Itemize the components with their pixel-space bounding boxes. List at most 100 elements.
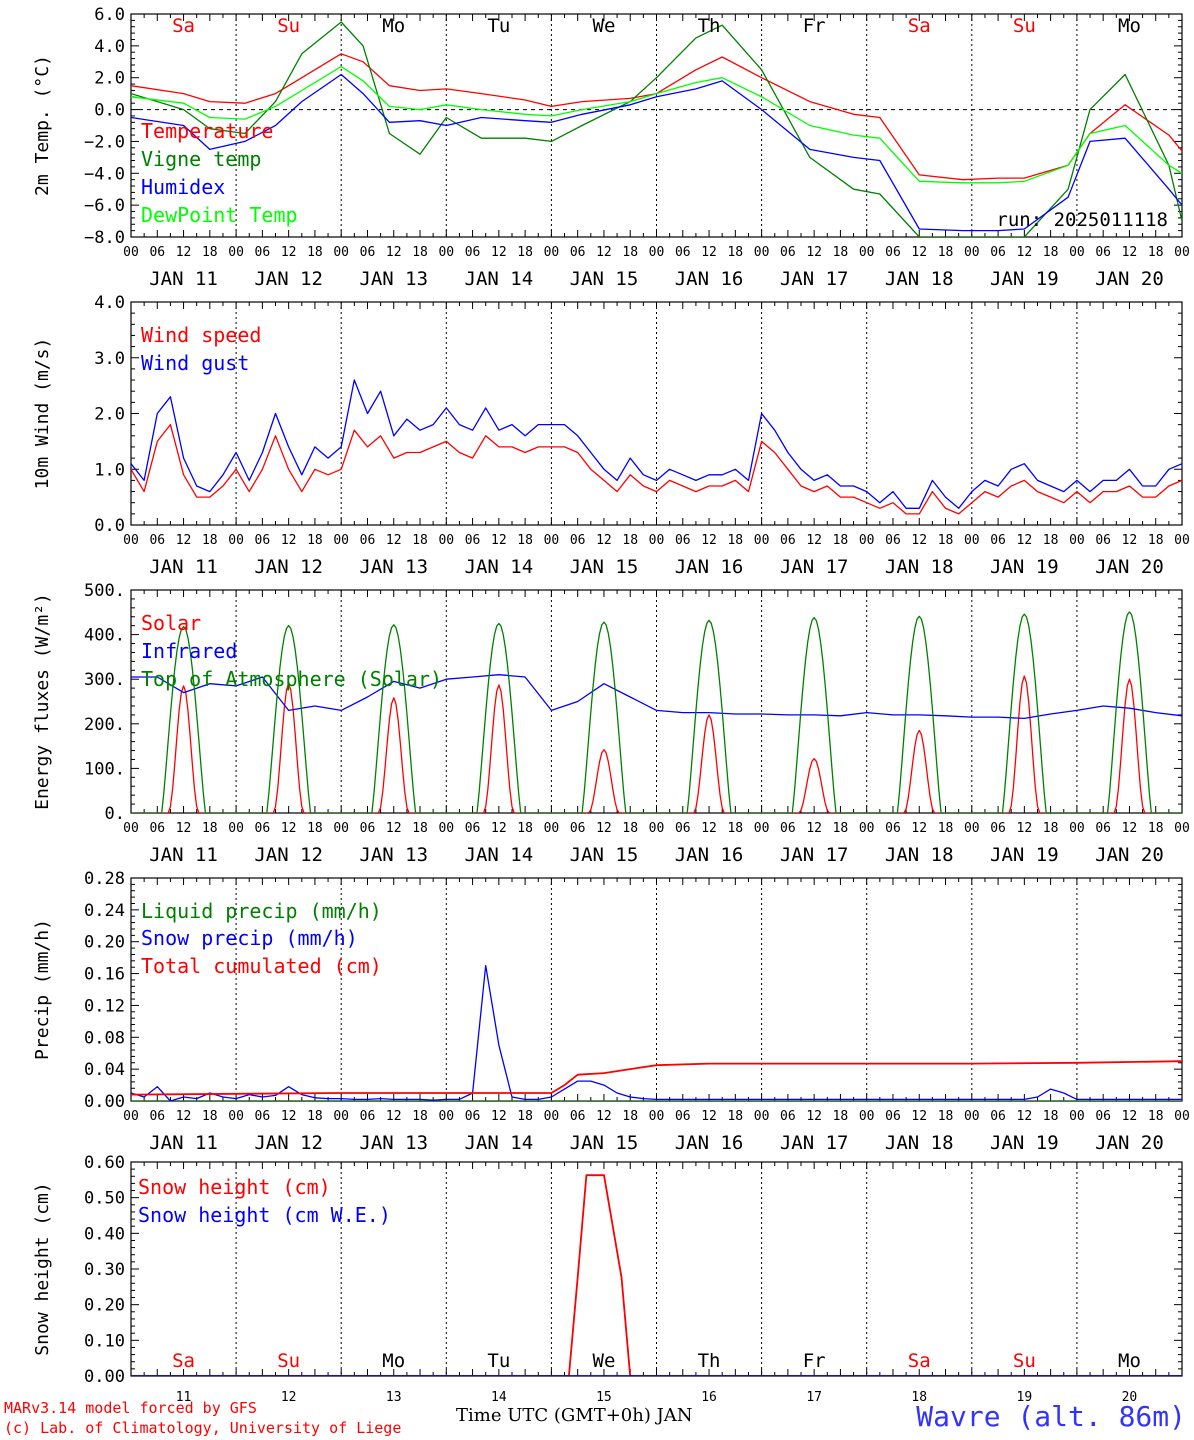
hour-tick-label: 06 [149,245,165,260]
y-axis-label: 10m Wind (m/s) [32,338,53,490]
date-label: JAN 14 [465,556,534,578]
panel-snow [130,1161,1183,1377]
hour-tick-label: 00 [649,245,665,260]
date-label: JAN 15 [570,268,639,290]
hour-tick-label: 12 [1122,533,1138,548]
hour-tick-label: 00 [228,821,244,836]
series-group [131,611,1182,813]
series-line-wind-gust [131,379,1182,509]
y-tick-label: 0.0 [94,516,125,536]
hour-tick-label: 18 [727,1109,743,1124]
hour-tick-label: 18 [1148,1109,1164,1124]
y-axis-label: Snow height (cm) [32,1182,53,1355]
hour-tick-label: 18 [622,533,638,548]
hour-tick-label: 18 [833,1109,849,1124]
hour-tick-label: 18 [517,533,533,548]
date-label: JAN 13 [359,1132,428,1154]
date-label: JAN 11 [149,556,218,578]
hour-tick-label: 12 [176,821,192,836]
date-label: JAN 13 [359,268,428,290]
hour-tick-label: 06 [465,533,481,548]
y-tick-label: 0.12 [84,996,125,1016]
hour-tick-label: 00 [964,245,980,260]
date-label: JAN 17 [780,1132,849,1154]
hour-tick-label: 00 [649,821,665,836]
hour-tick-label: 18 [938,533,954,548]
hour-tick-label: 06 [255,821,271,836]
hour-tick-label: 00 [964,533,980,548]
hour-tick-label: 18 [727,533,743,548]
series-line-wind-speed [131,423,1182,515]
y-tick-label: 2.0 [94,69,125,89]
weekday-label: Mo [382,15,405,37]
hour-tick-label: 00 [649,1109,665,1124]
y-tick-label: 0.00 [84,1367,125,1387]
hour-tick-label: 00 [1174,533,1190,548]
weekday-label: Th [698,15,721,37]
series-group [131,1174,1182,1376]
y-axis-label: 2m Temp. (°C) [32,55,53,196]
weekday-label: Su [277,1350,300,1372]
y-tick-label: 2.0 [94,405,125,425]
hour-tick-label: 12 [386,533,402,548]
hour-tick-label: 06 [780,1109,796,1124]
hour-tick-label: 12 [491,1109,507,1124]
hour-tick-label: 12 [1017,245,1033,260]
hour-tick-label: 12 [281,245,297,260]
hour-tick-label: 18 [1043,245,1059,260]
hour-tick-label: 18 [412,245,428,260]
time-axis-title: Time UTC (GMT+0h) JAN [456,1405,693,1426]
hour-tick-label: 12 [596,821,612,836]
legend-entry: Snow height (cm W.E.) [138,1203,391,1227]
hour-tick-label: 00 [123,245,139,260]
y-tick-label: 0.30 [84,1260,125,1280]
hour-tick-label: 18 [517,821,533,836]
y-tick-label: 0.0 [94,101,125,121]
legend-entry: Top of Atmosphere (Solar) [141,667,442,691]
day-number-label: 18 [911,1390,927,1405]
hour-tick-label: 00 [438,533,454,548]
hour-tick-label: 06 [360,1109,376,1124]
hour-tick-label: 12 [806,821,822,836]
hour-tick-label: 06 [255,245,271,260]
hour-tick-label: 12 [1122,245,1138,260]
date-label: JAN 20 [1095,556,1164,578]
y-tick-label: 0.16 [84,965,125,985]
lab-credit: (c) Lab. of Climatology, University of L… [4,1419,402,1437]
hour-tick-label: 18 [412,1109,428,1124]
series-line-infrared [131,674,1182,720]
hour-tick-label: 12 [386,245,402,260]
hour-tick-label: 06 [990,245,1006,260]
hour-tick-label: 00 [1174,245,1190,260]
date-label: JAN 12 [254,1132,323,1154]
weekday-label: Sa [172,1350,195,1372]
date-label: JAN 14 [465,1132,534,1154]
date-label: JAN 15 [570,844,639,866]
y-tick-label: 0.00 [84,1092,125,1112]
hour-tick-label: 06 [149,1109,165,1124]
y-tick-label: 0.20 [84,1296,125,1316]
date-label: JAN 18 [885,1132,954,1154]
hour-tick-label: 00 [1069,245,1085,260]
hour-tick-label: 00 [333,1109,349,1124]
hour-tick-label: 00 [649,533,665,548]
hour-tick-label: 00 [123,533,139,548]
hour-tick-label: 18 [307,1109,323,1124]
series-line-humidex [131,73,1182,232]
hour-tick-label: 00 [859,1109,875,1124]
hour-tick-label: 12 [1017,1109,1033,1124]
y-tick-label: 0.40 [84,1224,125,1244]
model-credit: MARv3.14 model forced by GFS [4,1399,257,1417]
day-number-label: 13 [386,1390,402,1405]
hour-tick-label: 12 [911,821,927,836]
day-number-label: 20 [1122,1390,1138,1405]
date-label: JAN 11 [149,1132,218,1154]
y-tick-label: 0.20 [84,933,125,953]
hour-tick-label: 00 [859,821,875,836]
hour-tick-label: 18 [1148,245,1164,260]
weekday-label: Fr [803,15,826,37]
hour-tick-label: 00 [754,1109,770,1124]
hour-tick-label: 12 [596,533,612,548]
weekday-label: Sa [908,1350,931,1372]
